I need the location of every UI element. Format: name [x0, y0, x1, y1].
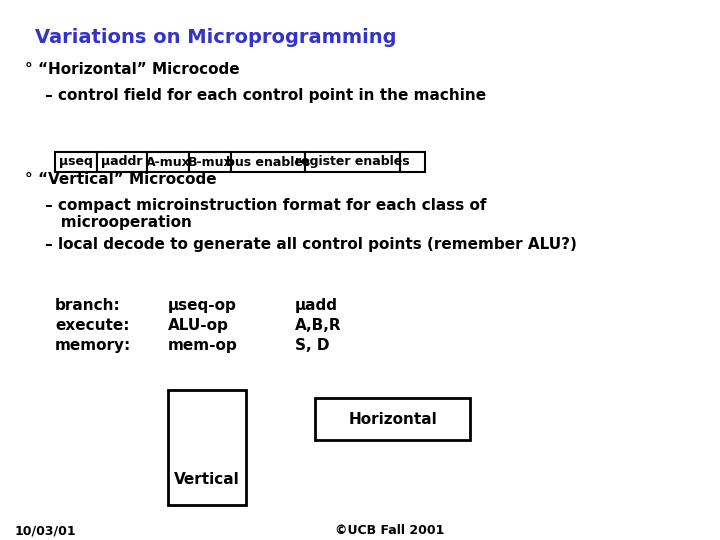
Text: bus enables: bus enables	[226, 156, 310, 168]
Bar	[147, 152, 189, 172]
Text: mem-op: mem-op	[168, 338, 238, 353]
Text: Vertical: Vertical	[174, 472, 240, 488]
Bar	[305, 152, 400, 172]
Text: μseq: μseq	[59, 156, 93, 168]
Text: microoperation: microoperation	[45, 215, 192, 230]
Text: μseq-op: μseq-op	[168, 298, 237, 313]
Bar	[231, 152, 305, 172]
Text: register enables: register enables	[295, 156, 410, 168]
Bar	[400, 152, 425, 172]
Text: ° “Vertical” Microcode: ° “Vertical” Microcode	[25, 172, 217, 187]
Text: A,B,R: A,B,R	[295, 318, 341, 333]
Text: branch:: branch:	[55, 298, 121, 313]
Bar	[189, 152, 231, 172]
Bar	[97, 152, 147, 172]
Text: Horizontal: Horizontal	[348, 411, 437, 427]
Text: B-mux: B-mux	[188, 156, 233, 168]
Text: ALU-op: ALU-op	[168, 318, 229, 333]
Text: Variations on Microprogramming: Variations on Microprogramming	[35, 28, 397, 47]
Text: – control field for each control point in the machine: – control field for each control point i…	[45, 88, 486, 103]
Text: 10/03/01: 10/03/01	[15, 524, 76, 537]
Text: A-mux: A-mux	[145, 156, 190, 168]
Text: – compact microinstruction format for each class of: – compact microinstruction format for ea…	[45, 198, 487, 213]
Text: execute:: execute:	[55, 318, 130, 333]
Text: μaddr: μaddr	[102, 156, 143, 168]
Text: S, D: S, D	[295, 338, 330, 353]
Text: μadd: μadd	[295, 298, 338, 313]
Bar	[315, 398, 470, 440]
Text: – local decode to generate all control points (remember ALU?): – local decode to generate all control p…	[45, 237, 577, 252]
Text: memory:: memory:	[55, 338, 131, 353]
Bar	[55, 152, 97, 172]
Text: ©UCB Fall 2001: ©UCB Fall 2001	[335, 524, 444, 537]
Bar	[168, 390, 246, 505]
Text: ° “Horizontal” Microcode: ° “Horizontal” Microcode	[25, 62, 240, 77]
